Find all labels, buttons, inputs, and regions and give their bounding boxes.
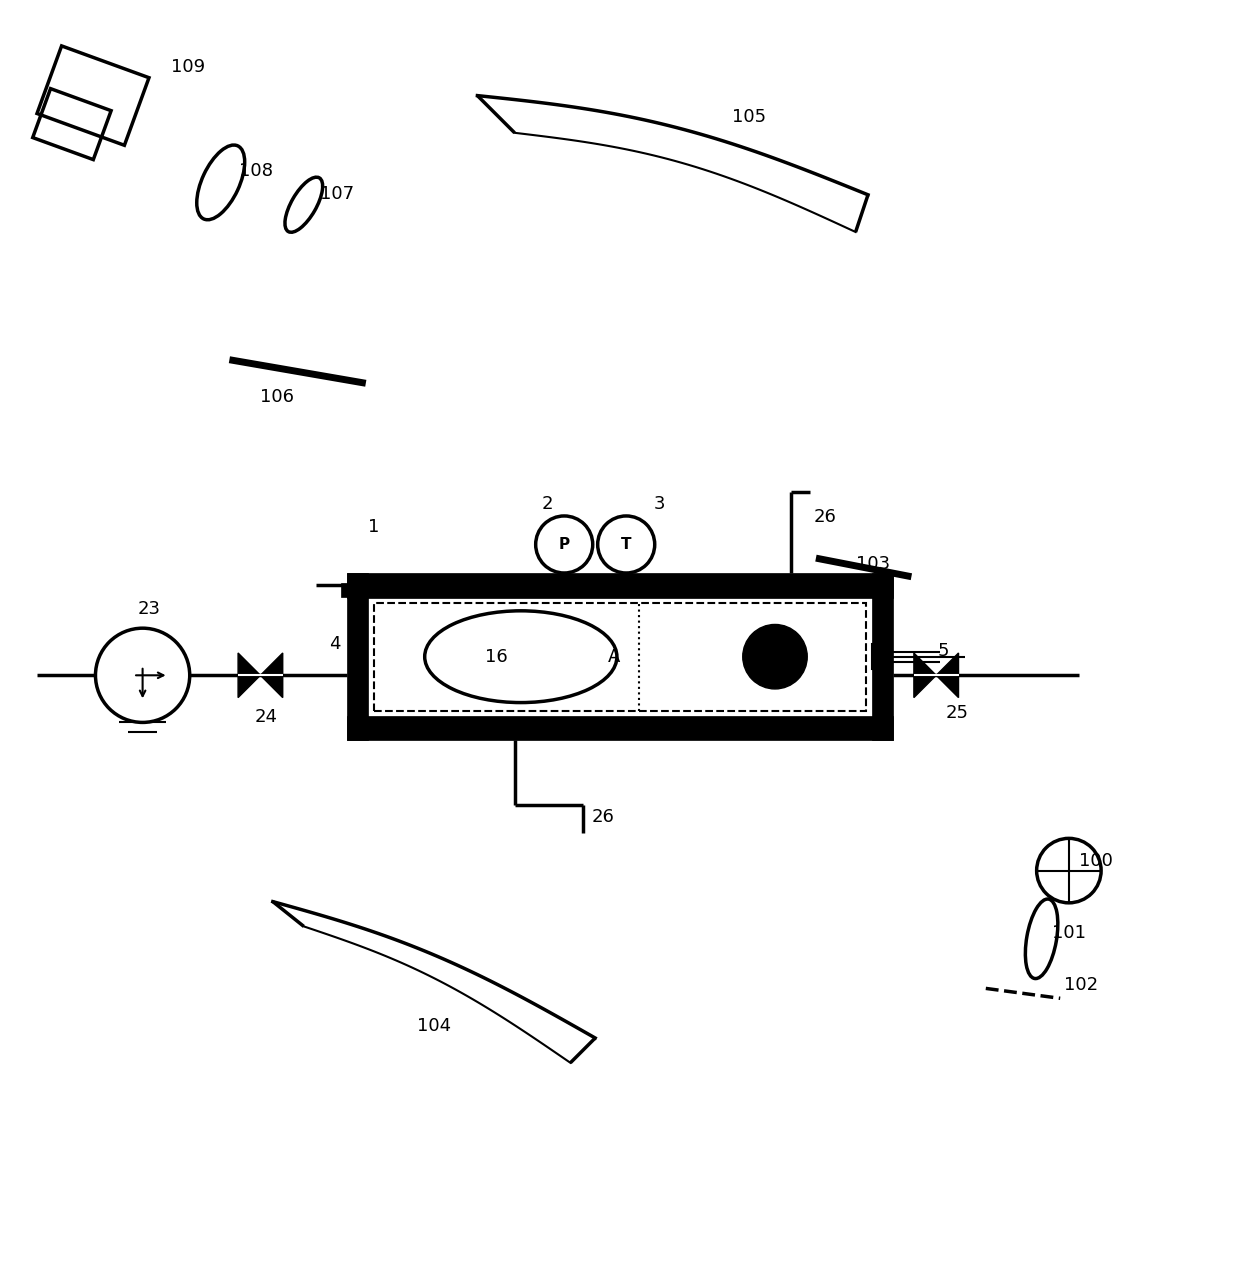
Text: 23: 23: [138, 601, 160, 618]
Text: 104: 104: [417, 1016, 451, 1035]
Text: 105: 105: [732, 108, 766, 126]
Text: A: A: [608, 648, 620, 665]
Text: 101: 101: [1052, 923, 1085, 941]
Polygon shape: [936, 653, 959, 697]
Circle shape: [743, 625, 807, 688]
Text: 102: 102: [1064, 975, 1099, 993]
Text: 1: 1: [368, 518, 379, 536]
Bar: [872, 573, 893, 740]
Bar: [347, 573, 893, 598]
Circle shape: [598, 516, 655, 573]
Text: 106: 106: [260, 387, 294, 406]
Text: 109: 109: [171, 58, 206, 76]
Text: 103: 103: [856, 555, 890, 573]
Text: 3: 3: [653, 494, 665, 513]
Text: 16: 16: [485, 648, 507, 665]
Bar: [347, 715, 893, 740]
Circle shape: [95, 629, 190, 723]
Text: 25: 25: [946, 704, 970, 721]
Text: P: P: [559, 537, 569, 552]
Text: 108: 108: [239, 163, 273, 180]
Text: 4: 4: [330, 635, 341, 653]
Polygon shape: [914, 653, 936, 697]
Bar: [872, 644, 892, 669]
Bar: [341, 583, 477, 597]
Text: 100: 100: [1079, 852, 1112, 870]
Text: 26: 26: [813, 508, 836, 526]
Text: 26: 26: [591, 808, 614, 827]
Bar: [347, 573, 368, 740]
Bar: [374, 603, 866, 711]
Text: 24: 24: [255, 707, 278, 725]
Polygon shape: [238, 653, 260, 697]
Text: 2: 2: [542, 494, 553, 513]
Circle shape: [536, 516, 593, 573]
Text: T: T: [621, 537, 631, 552]
Polygon shape: [260, 653, 283, 697]
Text: 5: 5: [937, 641, 949, 659]
Text: 107: 107: [320, 184, 355, 202]
